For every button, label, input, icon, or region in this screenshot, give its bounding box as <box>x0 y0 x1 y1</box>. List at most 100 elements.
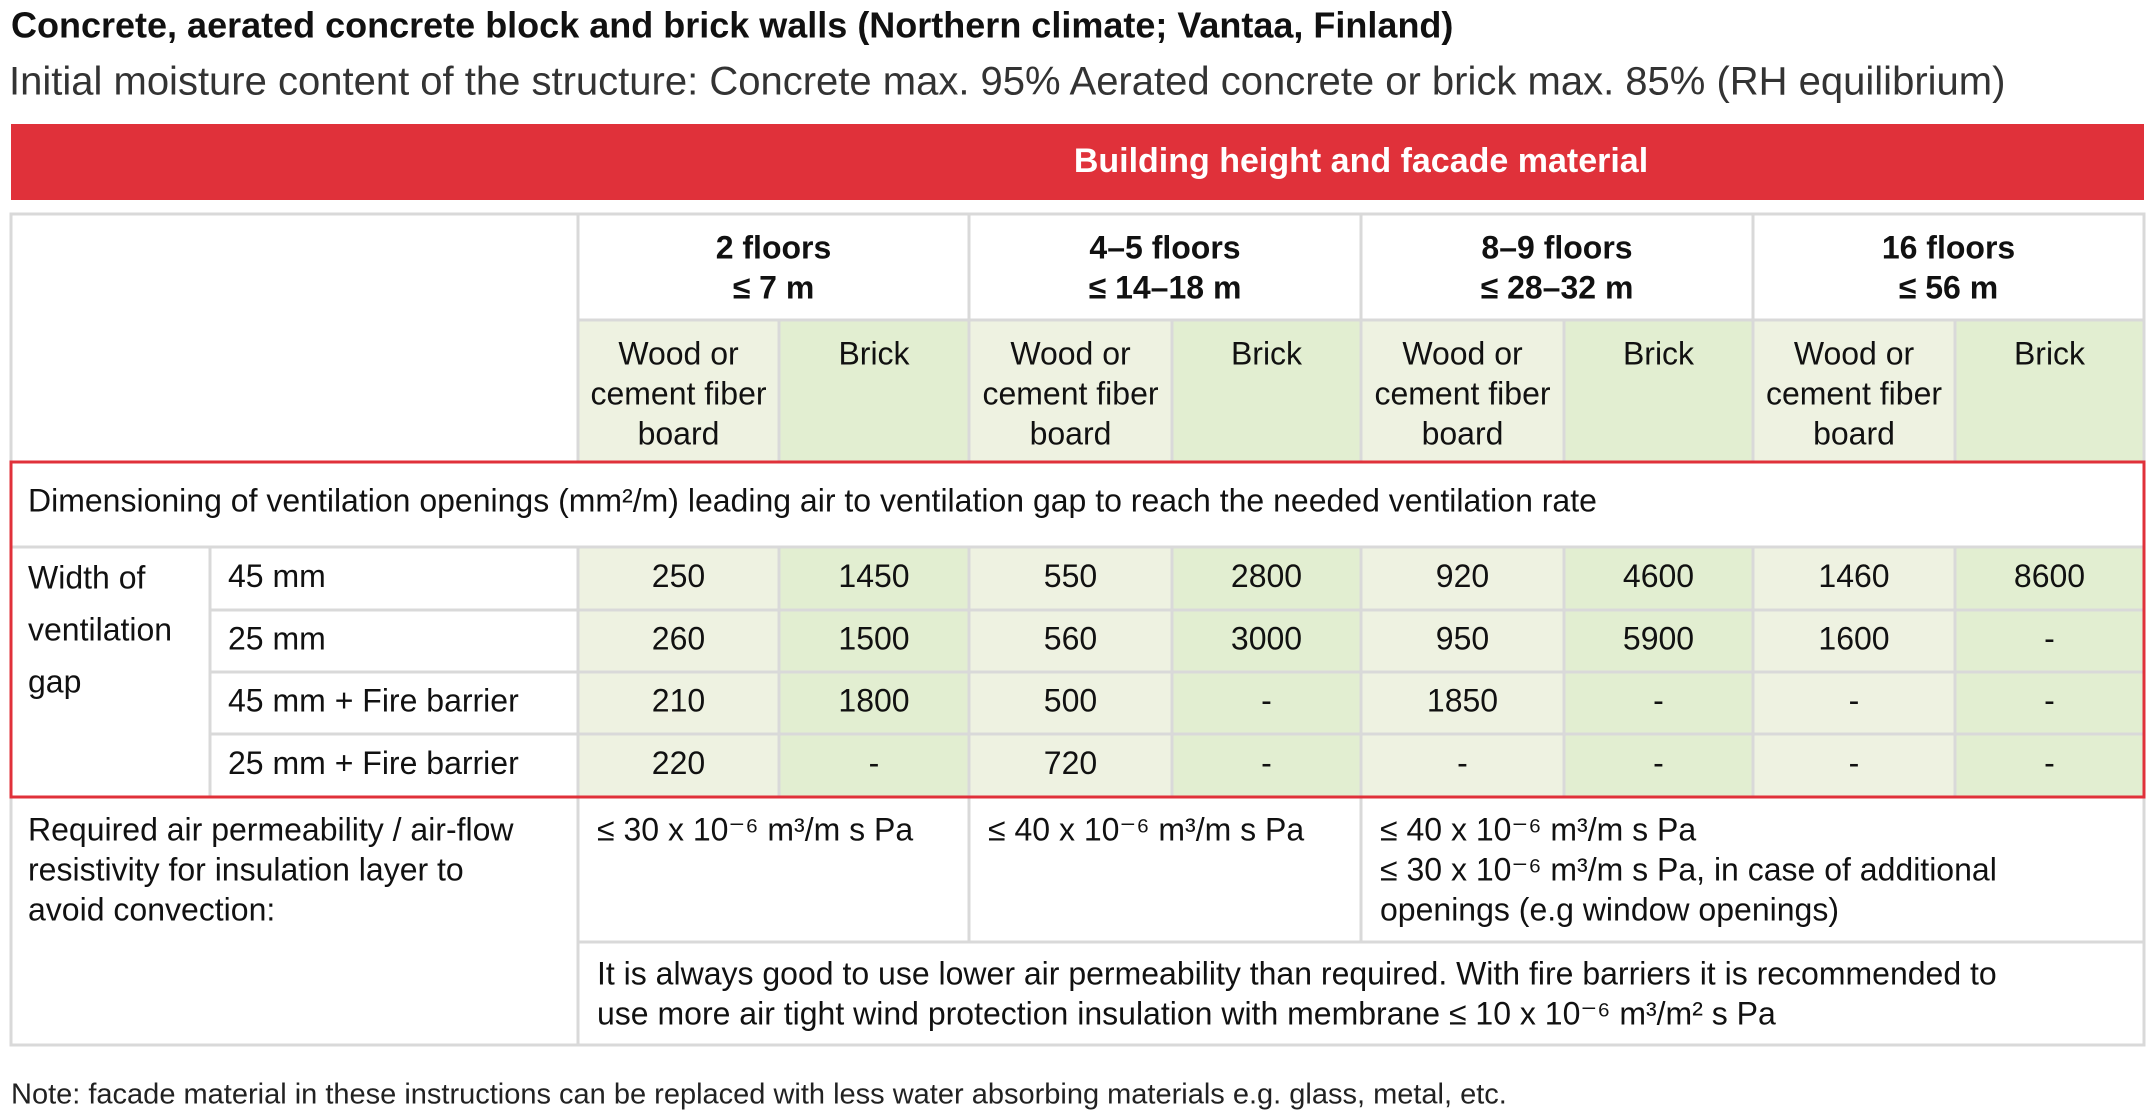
facade-header: Wood or <box>1010 335 1131 371</box>
permeability-value: ≤ 30 x 10⁻⁶ m³/m s Pa <box>597 811 913 847</box>
cell <box>576 795 971 944</box>
facade-header: Wood or <box>618 335 739 371</box>
facade-header: board <box>1422 415 1504 451</box>
section-title: Dimensioning of ventilation openings (mm… <box>28 482 1597 518</box>
row-group-label: gap <box>28 663 81 699</box>
cell <box>576 608 781 674</box>
facade-header: Brick <box>838 335 910 371</box>
cell <box>1562 732 1755 799</box>
value-cell: 500 <box>1044 682 1097 718</box>
cell <box>777 545 971 612</box>
permeability-value: ≤ 40 x 10⁻⁶ m³/m s Pa <box>988 811 1304 847</box>
highlight-box <box>9 460 2146 799</box>
cell <box>1953 732 2146 799</box>
cell <box>576 212 971 322</box>
facade-header: board <box>638 415 720 451</box>
cell <box>208 545 580 612</box>
value-cell: 250 <box>652 558 705 594</box>
value-cell: 2800 <box>1231 558 1302 594</box>
cell <box>208 608 580 674</box>
permeability-note: It is always good to use lower air perme… <box>597 955 1997 991</box>
floor-header: ≤ 56 m <box>1899 269 1998 305</box>
permeability-value: ≤ 30 x 10⁻⁶ m³/m s Pa, in case of additi… <box>1380 851 1997 887</box>
banner-text: Building height and facade material <box>1074 142 1648 180</box>
cell <box>1359 795 2146 944</box>
value-cell: - <box>2044 682 2055 718</box>
row-label: 25 mm <box>228 620 326 656</box>
row-group-label: Width of <box>28 559 145 595</box>
value-cell: 5900 <box>1623 620 1694 656</box>
floor-header: 16 floors <box>1882 229 2015 265</box>
floor-header: 4–5 floors <box>1089 229 1240 265</box>
cell <box>967 545 1174 612</box>
facade-header: cement fiber <box>1766 375 1942 411</box>
facade-header: Brick <box>2014 335 2086 371</box>
cell <box>967 732 1174 799</box>
cell <box>1562 670 1755 736</box>
facade-header: board <box>1813 415 1895 451</box>
cell <box>967 212 1363 322</box>
value-cell: 4600 <box>1623 558 1694 594</box>
banner-bar <box>11 124 2144 200</box>
value-cell: 1850 <box>1427 682 1498 718</box>
footnote: Note: facade material in these instructi… <box>11 1079 1507 1111</box>
cell <box>576 732 781 799</box>
cell <box>1170 318 1363 464</box>
value-cell: 950 <box>1436 620 1489 656</box>
row-label: 45 mm + Fire barrier <box>228 682 519 718</box>
cell <box>576 940 2146 1047</box>
permeability-label: Required air permeability / air-flow <box>28 811 514 847</box>
cell <box>9 212 580 464</box>
value-cell: 550 <box>1044 558 1097 594</box>
cell <box>9 795 580 1047</box>
value-cell: - <box>2044 745 2055 781</box>
facade-header: cement fiber <box>1374 375 1550 411</box>
floor-header: 2 floors <box>716 229 832 265</box>
cell <box>1562 608 1755 674</box>
permeability-value: openings (e.g window openings) <box>1380 891 1839 927</box>
permeability-label: avoid convection: <box>28 891 275 927</box>
facade-header: cement fiber <box>982 375 1158 411</box>
permeability-value: ≤ 40 x 10⁻⁶ m³/m s Pa <box>1380 811 1696 847</box>
value-cell: 220 <box>652 745 705 781</box>
value-cell: 210 <box>652 682 705 718</box>
cell <box>1751 732 1957 799</box>
value-cell: - <box>1261 682 1272 718</box>
cell <box>1359 318 1566 464</box>
title: Concrete, aerated concrete block and bri… <box>11 5 1453 46</box>
cell <box>576 545 781 612</box>
value-cell: 1450 <box>838 558 909 594</box>
value-cell: - <box>1261 745 1272 781</box>
floor-header: ≤ 14–18 m <box>1089 269 1242 305</box>
cell <box>777 608 971 674</box>
facade-header: Wood or <box>1794 335 1915 371</box>
value-cell: 8600 <box>2014 558 2085 594</box>
cell <box>1359 212 1755 322</box>
facade-header: Wood or <box>1402 335 1523 371</box>
value-cell: 3000 <box>1231 620 1302 656</box>
cell <box>1562 318 1755 464</box>
value-cell: - <box>1653 682 1664 718</box>
cell <box>1562 545 1755 612</box>
facade-header: board <box>1030 415 1112 451</box>
floor-header: ≤ 7 m <box>733 269 815 305</box>
cell <box>9 545 212 799</box>
value-cell: 920 <box>1436 558 1489 594</box>
facade-header: Brick <box>1623 335 1695 371</box>
value-cell: 260 <box>652 620 705 656</box>
row-group-label: ventilation <box>28 611 172 647</box>
subtitle: Initial moisture content of the structur… <box>9 60 2005 104</box>
value-cell: 560 <box>1044 620 1097 656</box>
value-cell: - <box>869 745 880 781</box>
row-label: 25 mm + Fire barrier <box>228 745 519 781</box>
value-cell: - <box>1849 745 1860 781</box>
cell <box>1953 670 2146 736</box>
value-cell: - <box>1849 682 1860 718</box>
facade-header: cement fiber <box>590 375 766 411</box>
value-cell: 720 <box>1044 745 1097 781</box>
floor-header: ≤ 28–32 m <box>1481 269 1634 305</box>
facade-header: Brick <box>1231 335 1303 371</box>
row-label: 45 mm <box>228 558 326 594</box>
cell <box>777 732 971 799</box>
floor-header: 8–9 floors <box>1481 229 1632 265</box>
